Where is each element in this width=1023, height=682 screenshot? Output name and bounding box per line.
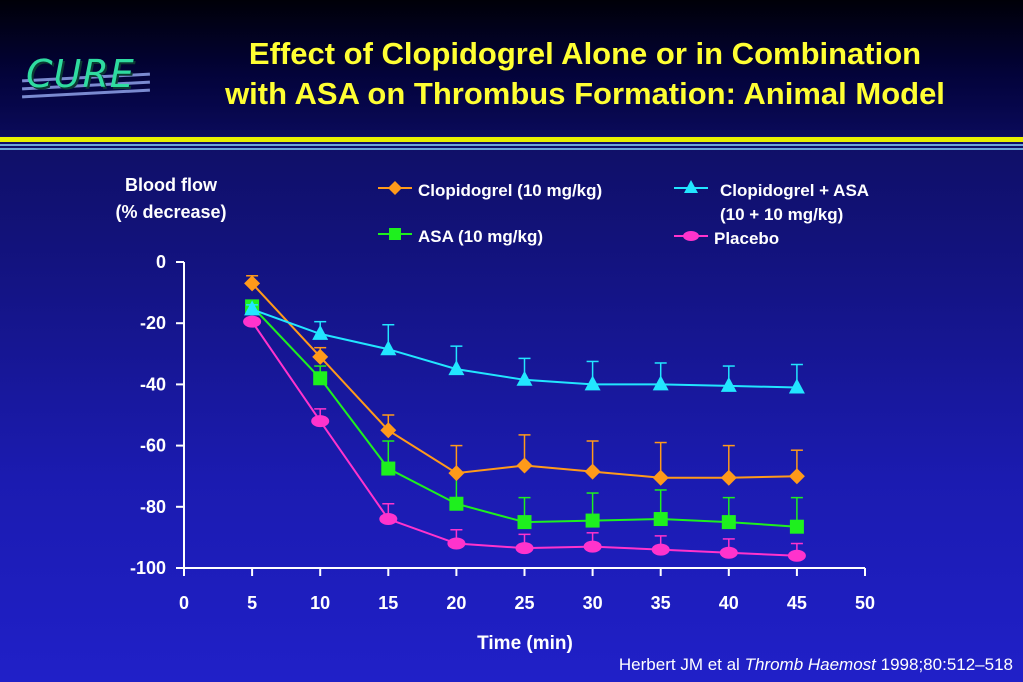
diamond-marker bbox=[720, 469, 737, 486]
logo-text: CURE bbox=[26, 52, 135, 96]
legend-label: Clopidogrel + ASA bbox=[720, 181, 869, 200]
square-marker bbox=[389, 228, 401, 240]
x-tick-label: 30 bbox=[583, 593, 603, 613]
series-diamond bbox=[244, 275, 805, 486]
series-circle bbox=[243, 315, 806, 562]
x-tick-label: 10 bbox=[310, 593, 330, 613]
y-tick-label: -100 bbox=[130, 558, 166, 578]
circle-marker bbox=[583, 540, 602, 553]
legend-item: Clopidogrel (10 mg/kg) bbox=[378, 181, 602, 200]
diamond-marker bbox=[652, 469, 669, 486]
citation: Herbert JM et al Thromb Haemost 1998;80:… bbox=[619, 655, 1013, 675]
square-marker bbox=[381, 461, 396, 476]
x-tick-label: 35 bbox=[651, 593, 671, 613]
chart-legend: Clopidogrel (10 mg/kg) ASA (10 mg/kg) Clop… bbox=[378, 180, 869, 248]
legend-item: Clopidogrel + ASA (10 + 10 mg/kg) bbox=[674, 180, 869, 224]
slide-header bbox=[0, 0, 1023, 136]
triangle-marker bbox=[720, 376, 737, 392]
legend-label: Clopidogrel (10 mg/kg) bbox=[418, 181, 602, 200]
square-marker bbox=[313, 371, 328, 386]
diamond-marker bbox=[584, 463, 601, 480]
header-divider-blue bbox=[0, 148, 1023, 150]
y-tick-label: -40 bbox=[140, 374, 166, 394]
title-line-1: Effect of Clopidogrel Alone or in Combin… bbox=[248, 36, 922, 71]
x-tick-label: 0 bbox=[179, 593, 189, 613]
chart-axes: 0 -20 -40 -60 -80 -100 0 5 10 15 20 25 30 35 40 45 50 bbox=[130, 252, 875, 613]
square-marker bbox=[449, 496, 464, 511]
y-tick-label: 0 bbox=[156, 252, 166, 272]
y-tick-label: -60 bbox=[140, 436, 166, 456]
series-triangle bbox=[244, 300, 805, 394]
cure-logo: CURE bbox=[22, 46, 152, 106]
x-tick-label: 25 bbox=[514, 593, 534, 613]
diamond-marker bbox=[388, 181, 402, 195]
legend-label: ASA (10 mg/kg) bbox=[418, 227, 543, 246]
diamond-marker bbox=[516, 457, 533, 474]
triangle-marker bbox=[584, 375, 601, 391]
square-marker bbox=[789, 519, 804, 534]
y-tick-label: -20 bbox=[140, 313, 166, 333]
header-divider-blue bbox=[0, 144, 1023, 146]
triangle-marker bbox=[652, 375, 669, 391]
diamond-marker bbox=[380, 422, 397, 439]
slide-title: Effect of Clopidogrel Alone or in Combin… bbox=[160, 34, 1010, 114]
plot-area bbox=[243, 275, 806, 562]
diamond-marker bbox=[788, 468, 805, 485]
x-tick-label: 15 bbox=[378, 593, 398, 613]
x-tick-label: 40 bbox=[719, 593, 739, 613]
legend-label: Placebo bbox=[714, 229, 779, 248]
diamond-marker bbox=[312, 348, 329, 365]
legend-item: ASA (10 mg/kg) bbox=[378, 227, 543, 246]
circle-marker bbox=[787, 549, 806, 562]
circle-marker bbox=[379, 513, 398, 526]
circle-marker bbox=[311, 415, 330, 428]
header-divider-yellow bbox=[0, 137, 1023, 142]
triangle-marker bbox=[312, 324, 329, 340]
triangle-marker bbox=[380, 340, 397, 356]
x-axis-title: Time (min) bbox=[477, 633, 573, 654]
triangle-marker bbox=[788, 378, 805, 394]
citation-details: 1998;80:512–518 bbox=[880, 655, 1013, 674]
square-marker bbox=[721, 515, 736, 530]
triangle-marker bbox=[516, 370, 533, 386]
x-tick-label: 20 bbox=[446, 593, 466, 613]
circle-marker bbox=[719, 546, 738, 559]
legend-label-line-2: (10 + 10 mg/kg) bbox=[720, 205, 843, 224]
triangle-marker bbox=[244, 300, 261, 316]
circle-marker bbox=[651, 543, 670, 556]
square-marker bbox=[517, 515, 532, 530]
diamond-marker bbox=[448, 465, 465, 482]
legend-item: Placebo bbox=[674, 229, 779, 248]
circle-marker bbox=[515, 542, 534, 555]
circle-marker bbox=[243, 315, 262, 328]
x-tick-label: 50 bbox=[855, 593, 875, 613]
square-marker bbox=[585, 513, 600, 528]
citation-authors: Herbert JM et al bbox=[618, 655, 740, 674]
circle-marker bbox=[683, 231, 699, 241]
title-line-2: with ASA on Thrombus Formation: Animal M… bbox=[225, 76, 945, 111]
circle-marker bbox=[447, 537, 466, 550]
x-tick-label: 5 bbox=[247, 593, 257, 613]
triangle-marker bbox=[448, 360, 465, 376]
series-square bbox=[245, 299, 804, 534]
triangle-marker bbox=[684, 180, 698, 193]
citation-journal: Thromb Haemost bbox=[744, 655, 876, 674]
y-axis-title-line-1: Blood flow bbox=[125, 175, 218, 195]
x-tick-label: 45 bbox=[787, 593, 807, 613]
diamond-marker bbox=[244, 275, 261, 292]
y-axis-title-line-2: (% decrease) bbox=[115, 202, 226, 222]
y-tick-label: -80 bbox=[140, 497, 166, 517]
square-marker bbox=[653, 512, 668, 527]
series-line bbox=[251, 305, 797, 528]
